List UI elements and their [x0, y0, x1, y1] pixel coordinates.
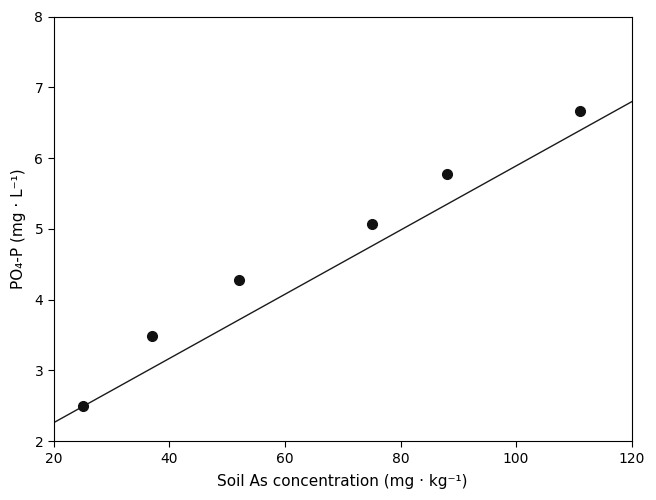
Point [441, 170, 452, 178]
X-axis label: Soil As concentration (mg · kg⁻¹): Soil As concentration (mg · kg⁻¹) [218, 474, 468, 489]
Point [147, 332, 157, 340]
Point [77, 402, 88, 410]
Point [366, 220, 377, 228]
Point [234, 276, 244, 284]
Y-axis label: PO₄-P (mg · L⁻¹): PO₄-P (mg · L⁻¹) [11, 168, 26, 289]
Point [575, 106, 585, 114]
